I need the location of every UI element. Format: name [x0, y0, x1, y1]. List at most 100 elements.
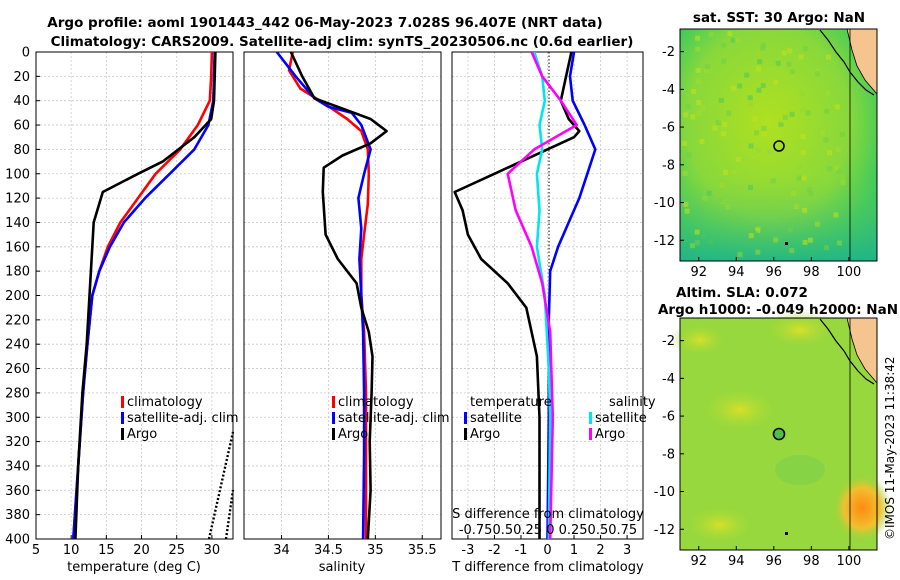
sla-high-nw	[670, 322, 730, 358]
map-lon-tick-label: 92	[690, 265, 707, 280]
sst-pixel	[731, 85, 737, 91]
sst-pixel	[725, 204, 731, 210]
map-lon-tick-label: 98	[803, 265, 820, 280]
legend-swatch-satellite	[332, 412, 335, 424]
sst-pixel	[767, 150, 773, 156]
map-lat-tick-label: -2	[662, 334, 675, 349]
map-lat-tick-label: -2	[662, 45, 675, 60]
sst-pixel	[719, 198, 725, 204]
sst-pixel	[748, 101, 753, 107]
sst-pixel	[722, 121, 728, 127]
x-tick-label: -3	[461, 543, 474, 558]
sst-pixel	[701, 119, 707, 125]
sst-pixel	[755, 226, 761, 232]
sst-pixel	[773, 79, 779, 85]
series-line-argo	[289, 52, 388, 539]
legend-t-argo: Argo	[470, 427, 500, 442]
legend-swatch-s-satellite	[589, 412, 592, 424]
legend-t-satellite: satellite	[470, 411, 522, 426]
depth-tick-label: 200	[5, 289, 30, 304]
sst-pixel	[789, 111, 795, 117]
sst-pixel	[684, 208, 690, 214]
sst-pixel	[694, 240, 700, 246]
map-lat-tick-label: -8	[662, 158, 675, 173]
sst-pixel	[798, 54, 804, 60]
argo-deep-dotted-line-2	[224, 489, 235, 540]
depth-tick-label: 120	[5, 192, 30, 207]
sst-pixel	[683, 201, 689, 207]
sst-pixel	[760, 83, 766, 88]
depth-tick-label: 220	[5, 313, 30, 328]
x-tick-label: 35	[367, 543, 384, 558]
sst-pixel	[797, 164, 803, 169]
salinity-legend: climatology satellite-adj. clim Argo	[332, 395, 450, 442]
sst-pixel	[748, 184, 753, 190]
sst-pixel	[803, 46, 809, 52]
sst-pixel	[835, 168, 841, 174]
sst-pixel	[731, 170, 737, 176]
sst-pixel	[824, 108, 830, 114]
x-tick-label: 1	[570, 543, 578, 558]
sst-pixel	[753, 230, 758, 236]
salinity-axes-frame	[243, 51, 442, 540]
sla-high-north	[760, 310, 840, 350]
sst-pixel	[757, 59, 763, 65]
legend-swatch-t-argo	[464, 428, 467, 440]
sst-pixel	[826, 54, 831, 60]
x-tick-label: 2	[596, 543, 604, 558]
legend-climatology: climatology	[127, 395, 203, 410]
sst-pixel	[717, 119, 723, 125]
sst-pixel	[695, 67, 701, 73]
sst-pixel	[695, 78, 701, 84]
sst-pixel	[761, 42, 766, 48]
depth-tick-label: 160	[5, 240, 30, 255]
sst-pixel	[708, 31, 714, 37]
sst-map: sat. SST: 30 Argo: NaN 92 94 96 98 100 -2 -4 -6…	[654, 10, 878, 280]
sst-pixel	[696, 100, 702, 105]
sst-pixel	[690, 114, 696, 120]
sst-pixel	[808, 191, 814, 196]
sst-pixel	[790, 69, 796, 75]
sst-pixel	[756, 87, 762, 93]
x-tick-label: 10	[63, 543, 80, 558]
sst-pixel	[779, 117, 785, 123]
map-lat-tick-label: -10	[654, 196, 675, 211]
x-tick-label: 35.5	[408, 543, 437, 558]
sst-pixel	[769, 105, 775, 111]
sst-pixel	[695, 46, 701, 52]
sst-map-title: sat. SST: 30 Argo: NaN	[693, 10, 865, 26]
sst-field-south	[680, 175, 877, 261]
sst-pixel	[703, 68, 709, 74]
sst-pixel	[747, 95, 753, 101]
sst-pixel	[722, 170, 728, 175]
sst-pixel	[796, 175, 802, 181]
sst-pixel	[805, 110, 811, 116]
sst-pixel	[726, 110, 732, 116]
depth-tick-label: 240	[5, 338, 30, 353]
sst-pixel	[808, 237, 813, 243]
sst-pixel	[686, 152, 692, 158]
sst-pixel	[737, 83, 743, 89]
temperature-panel: 0 20 40 60 80 100 120 140 160 180 200 220 240 260 280 3…	[5, 46, 238, 576]
sst-pixel	[823, 245, 829, 251]
sst-pixel	[806, 187, 812, 193]
sst-pixel	[789, 94, 795, 100]
x-tick-label: 30	[204, 543, 221, 558]
sst-pixel	[719, 182, 725, 188]
sst-map-frame	[679, 28, 878, 262]
sla-map: Altim. SLA: 0.072 Argo h1000: -0.049 h20…	[654, 285, 898, 569]
sst-pixel	[833, 212, 839, 218]
sst-pixel	[787, 142, 793, 147]
depth-tick-label: 140	[5, 216, 30, 231]
sst-pixel	[721, 131, 726, 137]
map-lat-tick-label: -6	[662, 121, 675, 136]
legend-swatch-satellite	[121, 412, 124, 424]
map-lon-tick-label: 98	[803, 554, 820, 569]
sst-pixel	[775, 60, 781, 66]
sst-pixel	[834, 104, 840, 110]
x-tick-label: 34	[273, 543, 290, 558]
sst-pixel	[766, 102, 772, 108]
sst-pixel	[721, 42, 726, 48]
sst-pixel	[730, 37, 736, 43]
sst-pixel	[791, 190, 797, 196]
